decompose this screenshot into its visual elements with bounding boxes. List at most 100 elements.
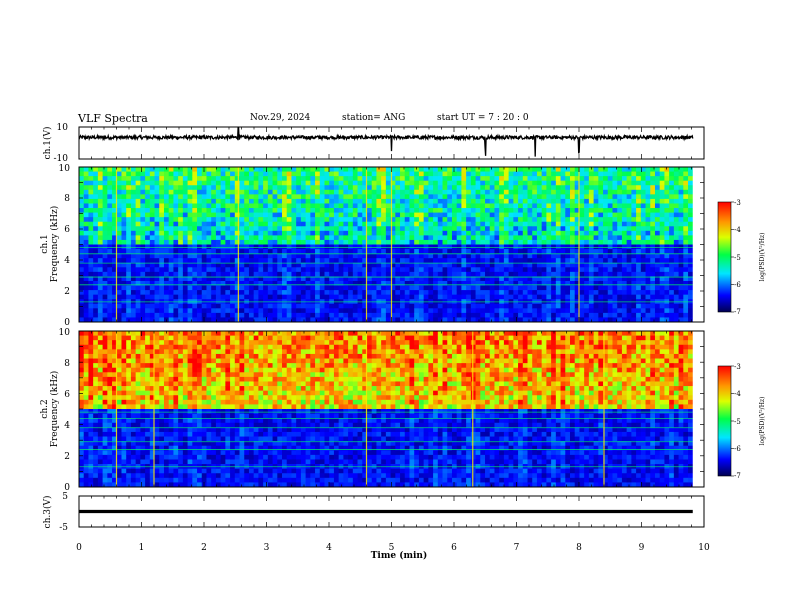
spectrogram-cell	[508, 262, 514, 268]
spectrogram-cell	[423, 249, 429, 255]
spectrogram-cell	[116, 171, 122, 177]
spectrogram-cell	[182, 294, 188, 300]
spectrogram-cell	[286, 230, 292, 236]
spectrogram-cell	[140, 262, 146, 268]
spectrogram-cell	[593, 303, 599, 309]
spectrogram-cell	[116, 262, 122, 268]
spectrogram-cell	[140, 280, 146, 286]
spectrogram-cell	[442, 317, 448, 323]
spectrogram-cell	[631, 189, 637, 195]
spectrogram-cell	[555, 180, 561, 186]
spectrogram-cell	[173, 171, 179, 177]
spectrogram-cell	[230, 280, 236, 286]
spectrogram-cell	[97, 468, 103, 474]
spectrogram-cell	[640, 294, 646, 300]
spectrogram-cell	[159, 276, 165, 282]
spectrogram-cell	[149, 167, 155, 172]
spectrogram-cell	[617, 262, 623, 268]
spectrogram-cell	[348, 312, 354, 318]
spectrogram-cell	[447, 262, 453, 268]
spectrogram-cell	[286, 239, 292, 245]
spectrogram-cell	[286, 258, 292, 264]
spectrogram-cell	[603, 208, 609, 213]
spectrogram-cell	[215, 217, 222, 223]
spectrogram-cell	[654, 280, 661, 286]
spectrogram-cell	[310, 294, 316, 300]
spectrogram-cell	[126, 239, 132, 245]
spectrogram-cell	[621, 271, 628, 277]
spectrogram-cell	[409, 198, 415, 204]
spectrogram-cell	[669, 285, 675, 291]
spectrogram-cell	[470, 294, 476, 300]
spectrogram-cell	[470, 308, 476, 314]
spectrogram-cell	[173, 308, 179, 314]
spectrogram-cell	[159, 244, 165, 250]
spectrogram-cell	[475, 244, 481, 250]
spectrogram-cell	[678, 176, 684, 182]
spectrogram-cell	[536, 212, 543, 218]
spectrogram-cell	[555, 208, 561, 213]
spectrogram-cell	[371, 226, 377, 232]
spectrogram-cell	[433, 294, 439, 300]
spectrogram-cell	[456, 176, 462, 182]
spectrogram-cell	[310, 262, 316, 268]
spectrogram-cell	[503, 208, 510, 213]
spectrogram-cell	[159, 249, 165, 255]
spectrogram-cell	[277, 253, 283, 259]
spectrogram-cell	[579, 221, 585, 227]
spectrogram-cell	[310, 312, 316, 318]
spectrogram-cell	[338, 267, 344, 273]
spectrogram-cell	[390, 167, 396, 172]
spectrogram-cell	[130, 239, 137, 245]
spectrogram-cell	[145, 290, 151, 296]
spectrogram-cell	[258, 262, 264, 268]
spectrogram-cell	[234, 317, 240, 323]
spectrogram-cell	[570, 249, 576, 255]
spectrogram-cell	[352, 230, 358, 236]
spectrogram-cell	[598, 230, 604, 236]
spectrogram-cell	[664, 303, 670, 309]
spectrogram-cell	[116, 198, 122, 204]
spectrogram-cell	[357, 244, 363, 250]
spectrogram-cell	[688, 267, 694, 273]
spectrogram-cell	[272, 203, 278, 209]
spectrogram-cell	[93, 171, 99, 177]
spectrogram-cell	[211, 176, 217, 182]
spectrogram-cell	[135, 176, 141, 182]
spectrogram-cell	[348, 249, 354, 255]
spectrogram-cell	[503, 180, 510, 186]
spectrogram-cell	[258, 253, 264, 259]
spectrogram-cell	[258, 249, 264, 255]
spectrogram-cell	[574, 262, 580, 268]
spectrogram-cell	[178, 189, 184, 195]
spectrogram-cell	[645, 176, 651, 182]
spectrogram-cell	[145, 244, 151, 250]
spectrogram-cell	[612, 258, 618, 264]
spectrogram-cell	[414, 285, 420, 291]
spectrogram-cell	[607, 258, 613, 264]
spectrogram-cell	[272, 217, 278, 223]
spectrogram-cell	[286, 221, 292, 227]
spectrogram-cell	[296, 221, 302, 227]
spectrogram-cell	[206, 312, 212, 318]
spectrogram-cell	[631, 262, 637, 268]
spectrogram-cell	[93, 290, 99, 296]
spectrogram-cell	[503, 221, 510, 227]
spectrogram-cell	[79, 167, 85, 172]
spectrogram-cell	[636, 249, 642, 255]
spectrogram-cell	[79, 171, 85, 177]
spectrogram-cell	[149, 262, 155, 268]
spectrogram-cell	[499, 167, 505, 172]
spectrogram-cell	[461, 198, 467, 204]
spectrogram-cell	[414, 239, 420, 245]
spectrogram-cell	[352, 290, 358, 296]
spectrogram-cell	[451, 317, 458, 323]
spectrogram-cell	[584, 239, 590, 245]
spectrogram-cell	[253, 189, 259, 195]
spectrogram-cell	[244, 189, 250, 195]
spectrogram-cell	[135, 189, 141, 195]
spectrogram-cell	[135, 253, 141, 259]
spectrogram-cell	[650, 180, 656, 186]
spectrogram-cell	[570, 317, 576, 323]
spectrogram-cell	[570, 285, 576, 291]
